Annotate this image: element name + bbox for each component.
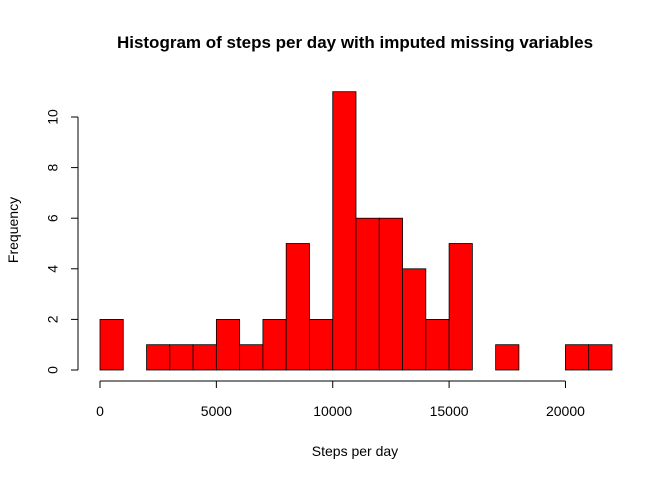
chart-title: Histogram of steps per day with imputed … [117,33,593,52]
histogram-bar [192,344,217,371]
histogram-bar [309,318,334,371]
histogram-bar [588,344,613,371]
histogram-bar [378,217,403,371]
y-tick-label: 4 [45,265,61,273]
x-tick-label: 5000 [201,403,232,419]
histogram-bar [402,268,427,371]
y-tick-label: 0 [45,366,61,374]
histogram-bar [239,344,264,371]
x-tick-label: 0 [96,403,104,419]
y-axis-label: Frequency [5,197,21,263]
x-tick-label: 20000 [546,403,585,419]
y-tick-label: 8 [45,163,61,171]
histogram-bar [355,217,380,371]
histogram-bar [332,91,357,371]
y-tick-label: 10 [45,109,61,125]
histogram-bar [425,318,450,371]
x-axis: 0 5000 10000 15000 20000 [96,380,585,419]
y-axis: 0 2 4 6 8 10 [45,109,79,374]
bars-group [99,91,613,371]
x-tick-label: 15000 [430,403,469,419]
x-tick-label: 10000 [313,403,352,419]
histogram-bar [495,344,520,371]
histogram-bar [448,243,473,371]
histogram-bar [146,344,171,371]
x-axis-label: Steps per day [312,443,398,459]
y-tick-label: 2 [45,315,61,323]
histogram-bar [285,243,310,371]
histogram-bar [215,318,241,371]
histogram-bar [565,344,590,371]
histogram-bar [169,344,194,371]
histogram-bar [99,318,124,371]
y-tick-label: 6 [45,214,61,222]
histogram-bar [262,318,287,371]
